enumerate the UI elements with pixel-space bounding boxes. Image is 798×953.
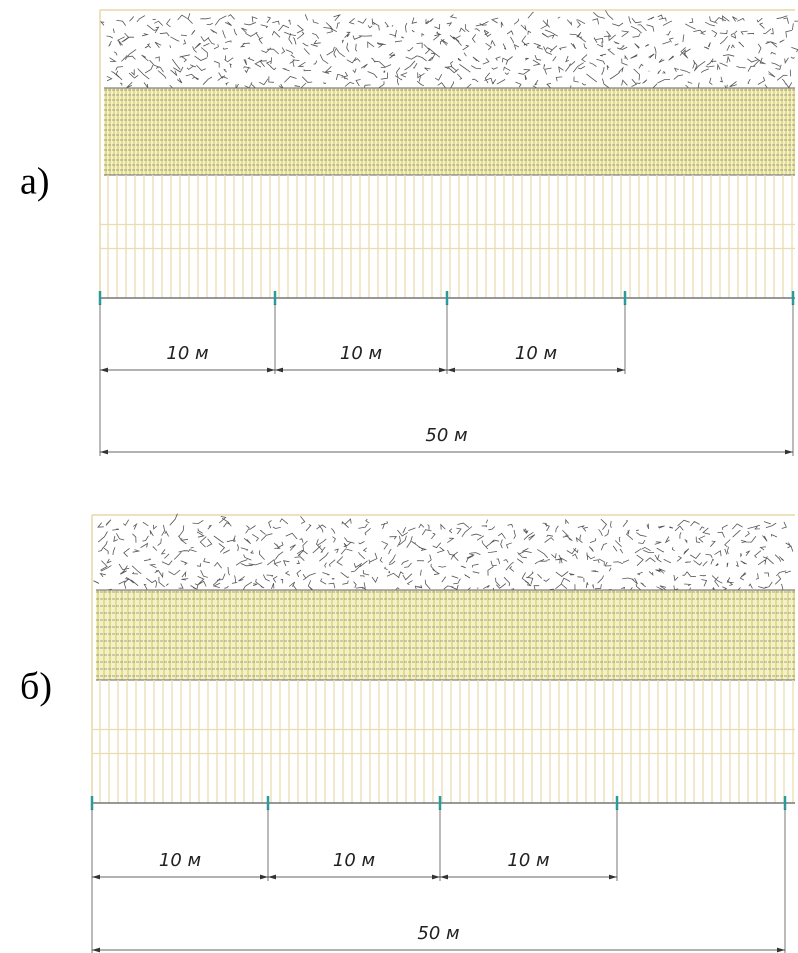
panel-label: а) [20, 161, 50, 203]
posts [107, 175, 793, 298]
block-verticals [97, 590, 795, 680]
dimension-label: 10 м [340, 343, 382, 364]
dimension-label: 50 м [417, 923, 459, 944]
block-edges [96, 589, 795, 681]
dimension-label: 10 м [333, 850, 375, 871]
dimension-label: 10 м [515, 343, 557, 364]
block-horizontals [96, 591, 795, 677]
block-verticals [105, 88, 795, 175]
extension-lines [91, 809, 786, 953]
rock-fill [93, 513, 794, 598]
post-rails [92, 728, 795, 755]
dimension-label: 10 м [507, 850, 549, 871]
dimension-label: 10 м [159, 850, 201, 871]
post-rails [100, 223, 795, 250]
extension-lines [99, 304, 794, 456]
panel: а) 10 м 10 м 10 м 50 м [20, 9, 798, 456]
panel: б) 10 м 10 м 10 м 50 м [20, 513, 795, 953]
frame [91, 514, 795, 803]
dimension-label: 10 м [166, 343, 208, 364]
dimension-label: 50 м [425, 425, 467, 446]
posts [99, 680, 794, 803]
panel-label: б) [20, 666, 52, 708]
frame [99, 9, 795, 298]
rock-fill [100, 10, 798, 95]
block-horizontals [104, 89, 795, 171]
